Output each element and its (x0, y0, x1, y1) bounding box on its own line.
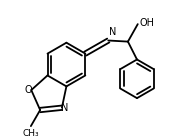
Text: OH: OH (139, 18, 154, 28)
Text: N: N (109, 27, 116, 37)
Text: CH₃: CH₃ (23, 129, 39, 138)
Text: O: O (24, 85, 32, 95)
Text: N: N (61, 103, 69, 113)
